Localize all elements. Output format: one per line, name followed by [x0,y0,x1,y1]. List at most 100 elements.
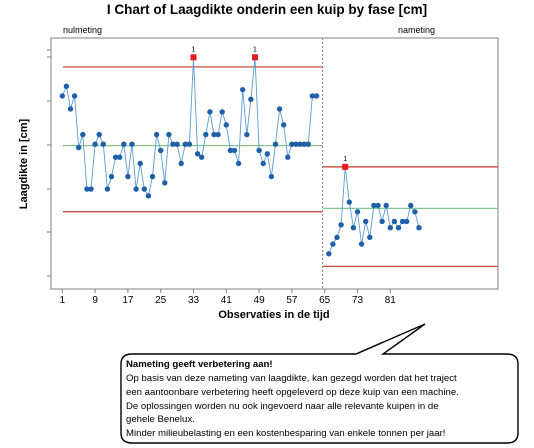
nulmeting-data-point [235,160,242,167]
nulmeting-data-point [297,141,303,147]
nulmeting-data-point [260,160,266,167]
nulmeting-data-point [104,186,111,192]
y-axis-label: Laagdikte in [cm] [18,118,30,209]
nulmeting-data-point [256,147,262,154]
nulmeting-flagged-point [190,54,197,61]
nameting-data-point [383,202,389,209]
nameting-data-point [404,218,410,225]
nulmeting-data-point [153,131,160,138]
nameting-data-point [350,224,357,231]
nulmeting-data-point [129,141,135,147]
x-tick-label: 33 [188,295,200,306]
nulmeting-data-point [174,141,180,147]
nulmeting-data-point [215,131,221,138]
nameting-data-point [375,202,381,209]
callout-bubble [120,323,519,444]
x-axis-label: Observaties in de tijd [218,309,329,321]
nameting-data-point [412,209,418,215]
nameting-flagged-point [342,163,349,170]
nulmeting-data-point [145,193,152,199]
nameting-data-point [399,218,406,225]
nulmeting-data-point [309,93,316,99]
nulmeting-data-point [207,109,213,115]
nameting-data-point [371,202,377,209]
nameting-data-point [416,224,422,231]
x-tick-label: 25 [155,295,167,306]
nameting-data-point [363,218,369,225]
nulmeting-data-point [240,86,246,93]
nulmeting-data-point [108,173,115,180]
plot-content: 1 1 1 [59,38,498,289]
nulmeting-data-point [137,160,143,167]
nameting-data-point [395,224,402,231]
nulmeting-data-point [158,147,164,154]
x-tick-label: 65 [319,295,331,306]
nulmeting-data-point [223,122,229,128]
x-tick-label: 41 [221,295,233,306]
nulmeting-data-point [227,147,234,154]
nulmeting-data-point [141,186,147,192]
nulmeting-data-point [182,141,188,147]
nameting-data-point [334,234,340,241]
x-tick-label: 17 [122,295,134,306]
nameting-data-point [358,241,365,247]
nulmeting-data-point [186,141,193,147]
x-tick-label: 1 [60,295,66,306]
nulmeting-data-point [203,131,209,138]
nulmeting-data-point [63,83,70,89]
nulmeting-data-point [276,106,283,112]
nameting-data-point [387,224,393,231]
nulmeting-flag-label: 1 [192,46,196,53]
nulmeting-data-point [305,141,311,147]
callout-title: Nameting geeft verbetering aan! [126,359,273,370]
nulmeting-data-point [194,151,201,157]
nulmeting-data-point [281,122,287,128]
nameting-data-point [330,241,336,247]
chart-title: I Chart of Laagdikte onderin een kuip by… [107,2,427,17]
x-tick-label: 73 [352,295,364,306]
nulmeting-data-point [272,141,279,147]
nulmeting-data-point [76,144,82,151]
nulmeting-flag-label: 1 [253,46,257,53]
nulmeting-data-point [313,93,320,99]
nulmeting-data-point [71,93,78,99]
x-tick-label: 81 [385,295,397,306]
nulmeting-series-line [61,57,317,198]
nulmeting-data-point [88,186,94,192]
nulmeting-data-point [285,154,291,160]
nulmeting-data-point [170,141,176,147]
nulmeting-data-point [166,131,172,138]
x-axis-ticks: 1 9 17 25 33 41 49 57 65 73 81 [60,289,397,306]
nulmeting-data-point [84,186,90,192]
nulmeting-data-point [268,173,275,180]
callout-box: Nameting geeft verbetering aan! Op basis… [120,323,519,444]
nulmeting-data-point [289,141,295,147]
nulmeting-data-point [149,173,156,180]
nulmeting-data-point [199,154,205,160]
nulmeting-data-point [112,154,119,160]
nulmeting-data-point [121,141,127,147]
nameting-data-point [367,234,373,241]
x-tick-label: 49 [254,295,266,306]
nameting-data-point [326,251,332,257]
callout-line-2: een aantoonbare verbetering heeft opgele… [126,387,459,398]
nameting-data-point [354,209,361,215]
nulmeting-data-point [100,141,107,147]
nulmeting-data-point [293,141,299,147]
nulmeting-data-point [244,131,250,138]
nameting-data-point [379,218,385,225]
nameting-data-point [338,222,344,228]
nulmeting-data-point [117,154,123,160]
callout-line-3: De oplossingen worden nu ook ingevoerd n… [126,401,439,412]
nulmeting-data-point [211,131,217,138]
x-tick-label: 9 [92,295,98,306]
nameting-series-line [328,166,420,254]
nulmeting-data-point [248,96,254,103]
nameting-data-point [346,199,352,205]
callout-line-1: Op basis van deze nameting van laagdikte… [126,373,457,384]
callout-line-4: gehele Benelux. [126,414,195,425]
nulmeting-data-point [264,151,270,157]
callout-line-5: Minder milieubelasting en een kostenbesp… [126,428,445,439]
nulmeting-data-point [231,147,238,154]
x-tick-label: 57 [286,295,298,306]
